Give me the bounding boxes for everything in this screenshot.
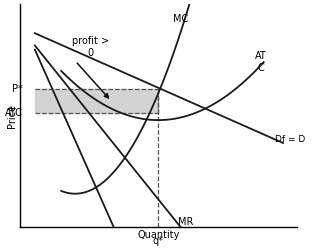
Text: AT
C: AT C — [255, 52, 267, 73]
Text: Df = D: Df = D — [275, 134, 305, 144]
Y-axis label: Price: Price — [7, 104, 17, 128]
Text: P*: P* — [12, 84, 22, 94]
Text: MC: MC — [173, 14, 188, 24]
Text: ATC: ATC — [4, 108, 22, 119]
Text: MR: MR — [178, 217, 193, 227]
Text: profit >
0: profit > 0 — [72, 36, 109, 58]
X-axis label: Quantity: Quantity — [137, 230, 179, 240]
Text: q*: q* — [153, 236, 164, 246]
